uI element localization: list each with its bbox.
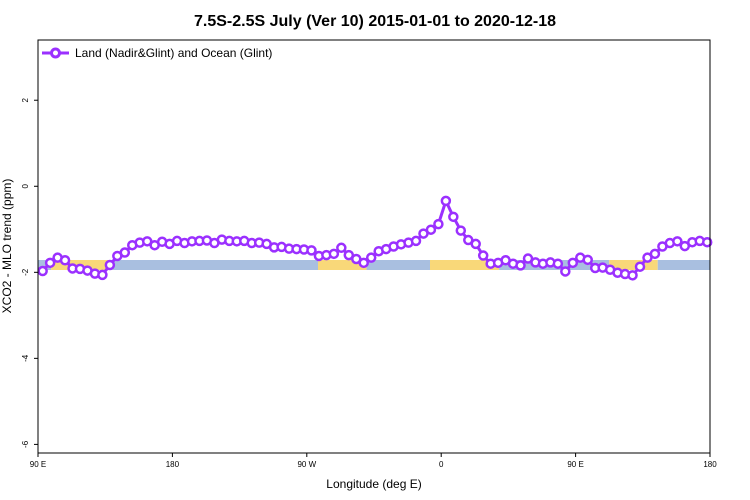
y-tick-label: -2: [21, 268, 30, 276]
data-point: [44, 257, 56, 269]
data-point: [410, 235, 422, 247]
data-point: [649, 248, 661, 260]
band-segment-ocean: [38, 259, 52, 270]
data-point: [328, 248, 340, 260]
data-point: [560, 266, 571, 277]
y-tick-label: -4: [21, 354, 30, 362]
data-point: [365, 252, 377, 263]
data-point: [701, 236, 713, 248]
band-segment-ocean: [657, 259, 710, 270]
data-point: [104, 259, 116, 271]
band-segment-ocean: [366, 259, 430, 270]
legend: Land (Nadir&Glint) and Ocean (Glint): [42, 46, 272, 60]
y-axis-label: XCO2 - MLO trend (ppm): [0, 179, 14, 314]
legend-marker: [50, 47, 61, 59]
data-point: [448, 211, 459, 223]
band-segment-land: [430, 259, 500, 270]
data-point: [470, 238, 481, 250]
data-point: [582, 254, 593, 266]
y-tick-label: 0: [21, 183, 30, 188]
data-point: [672, 236, 683, 247]
data-point: [634, 261, 646, 272]
data-point: [97, 269, 108, 281]
data-point: [440, 195, 452, 207]
series-layer: [37, 195, 713, 281]
data-point: [455, 225, 467, 236]
legend-label: Land (Nadir&Glint) and Ocean (Glint): [75, 46, 272, 60]
data-point: [59, 255, 71, 266]
x-tick-label: 90 W: [297, 460, 316, 469]
band-segment-land: [318, 259, 367, 270]
y-axis: 2 0 -2 -4 -6: [21, 97, 38, 448]
data-point: [306, 245, 317, 256]
data-point: [477, 250, 489, 261]
data-point: [567, 257, 579, 269]
data-point: [627, 270, 638, 281]
data-point: [425, 224, 437, 235]
band-segment-land: [609, 259, 658, 270]
data-point: [433, 218, 444, 230]
x-tick-label: 90 E: [30, 460, 46, 469]
chart-title: 7.5S-2.5S July (Ver 10) 2015-01-01 to 20…: [194, 13, 556, 30]
x-tick-label: 180: [166, 460, 180, 469]
x-tick-label: 180: [703, 460, 717, 469]
data-point: [37, 265, 48, 277]
y-tick-label: -6: [21, 440, 30, 448]
data-point: [515, 260, 526, 271]
y-tick-label: 2: [21, 97, 30, 102]
x-axis-label: Longitude (deg E): [326, 477, 421, 491]
data-point: [552, 258, 564, 269]
x-tick-label: 90 E: [567, 460, 583, 469]
x-axis: 90 E 180 90 W 0 90 E 180: [30, 453, 717, 469]
data-point: [336, 242, 347, 254]
x-tick-label: 0: [439, 460, 444, 469]
data-point: [119, 247, 131, 258]
plot-frame: [37, 39, 711, 454]
data-point: [358, 257, 369, 269]
band-segment-ocean: [112, 259, 319, 270]
